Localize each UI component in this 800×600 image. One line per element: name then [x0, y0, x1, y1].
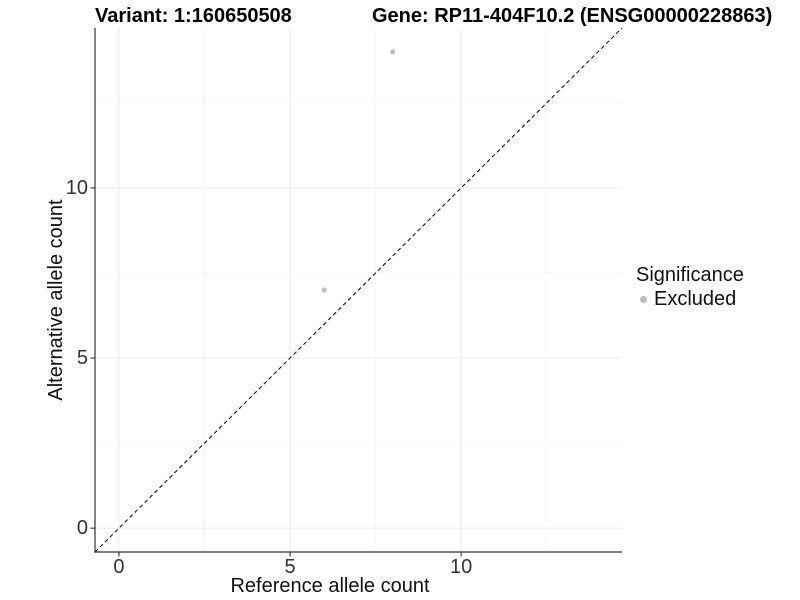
x-tick-label: 0: [113, 556, 125, 578]
y-tick-label: 10: [65, 176, 88, 199]
axis-lines: [94, 28, 622, 553]
tick-marks: [90, 187, 462, 557]
identity-line: [94, 27, 623, 553]
minor-gridlines: [95, 28, 622, 552]
y-axis-title: Alternative allele count: [45, 199, 67, 401]
data-point: [321, 287, 327, 293]
x-tick-label: 5: [284, 556, 296, 578]
data-points: [321, 49, 396, 293]
excluded-point-icon: [640, 295, 647, 303]
variant-title: Variant: 1:160650508: [95, 5, 292, 27]
y-tick-label: 5: [76, 347, 88, 370]
x-axis-title: Reference allele count: [230, 575, 430, 597]
legend-entry-excluded: Excluded: [636, 287, 744, 311]
legend: Significance Excluded: [636, 263, 744, 311]
data-point: [390, 49, 396, 55]
legend-entry-label: Excluded: [654, 288, 737, 310]
x-tick-label: 10: [450, 556, 473, 578]
legend-title: Significance: [636, 264, 744, 286]
y-tick-label: 0: [76, 517, 88, 540]
major-gridlines: [95, 28, 622, 552]
gene-title: Gene: RP11-404F10.2 (ENSG00000228863): [372, 5, 773, 27]
